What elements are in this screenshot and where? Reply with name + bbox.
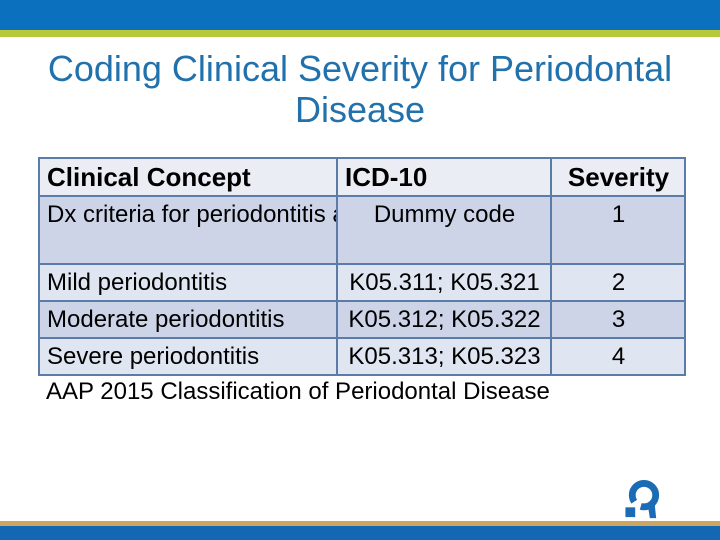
cell-icd10: Dummy code [336, 195, 552, 265]
clinical-severity-table: Clinical Concept ICD-10 Severity Dx crit… [38, 157, 686, 376]
cell-severity: 2 [550, 263, 686, 302]
table-row: Severe periodontitis K05.313; K05.323 4 [38, 337, 686, 376]
top-accent-stripe [0, 30, 720, 37]
cell-severity: 3 [550, 300, 686, 339]
cell-severity: 1 [550, 195, 686, 265]
bottom-gold-stripe [0, 521, 720, 526]
table-row: Moderate periodontitis K05.312; K05.322 … [38, 300, 686, 339]
slide-title: Coding Clinical Severity for Periodontal… [0, 48, 720, 130]
column-header-severity: Severity [550, 157, 686, 197]
cell-icd10: K05.312; K05.322 [336, 300, 552, 339]
slide-title-line-1: Coding Clinical Severity for Periodontal [47, 48, 673, 89]
column-header-clinical-concept: Clinical Concept [38, 157, 338, 197]
cell-clinical-concept: Moderate periodontitis [38, 300, 338, 339]
table-header-row: Clinical Concept ICD-10 Severity [38, 157, 686, 197]
slide-title-line-2: Disease [294, 89, 426, 130]
source-footnote: AAP 2015 Classification of Periodontal D… [46, 378, 550, 405]
bottom-bar-decoration [0, 526, 720, 540]
table-row: Mild periodontitis K05.311; K05.321 2 [38, 263, 686, 302]
table-row: Dx criteria for periodontitis are not me… [38, 195, 686, 265]
top-bar-decoration [0, 0, 720, 30]
cell-severity: 4 [550, 337, 686, 376]
column-header-icd10: ICD-10 [336, 157, 552, 197]
cell-clinical-concept: Mild periodontitis [38, 263, 338, 302]
cell-clinical-concept: Severe periodontitis [38, 337, 338, 376]
cell-icd10: K05.313; K05.323 [336, 337, 552, 376]
cell-icd10: K05.311; K05.321 [336, 263, 552, 302]
q-omega-logo-icon [624, 480, 660, 520]
cell-clinical-concept: Dx criteria for periodontitis are not me… [38, 195, 338, 265]
